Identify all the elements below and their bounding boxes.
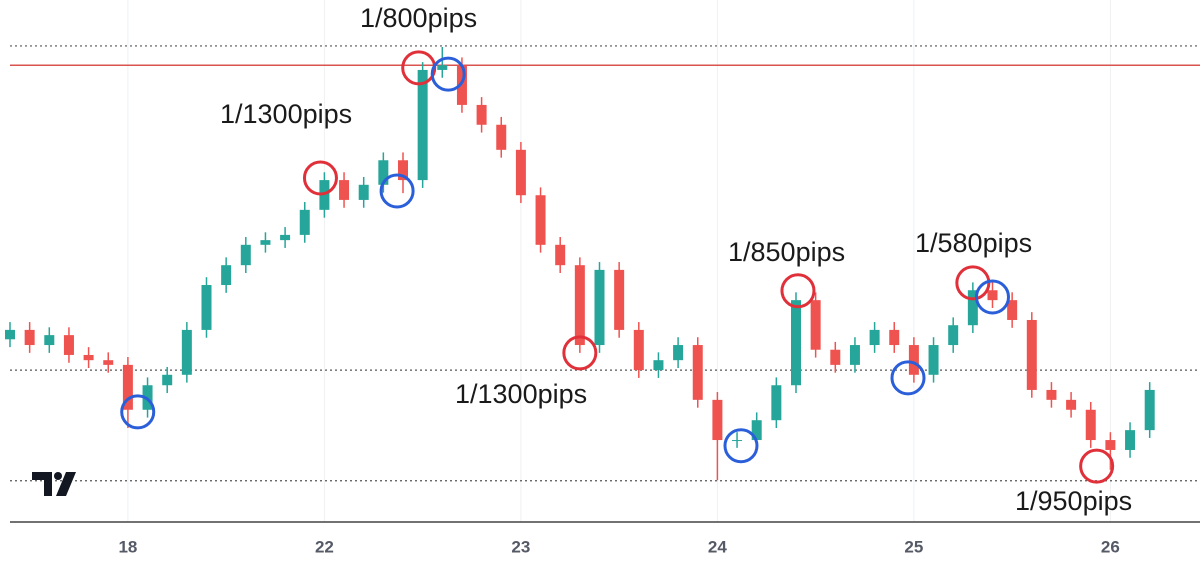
candle-body xyxy=(889,329,900,346)
candle-body xyxy=(1125,430,1136,450)
candle-body xyxy=(555,244,566,266)
candle-body xyxy=(24,329,35,346)
candle-body xyxy=(122,364,133,410)
logo-part xyxy=(32,472,52,496)
candle-body xyxy=(515,149,526,196)
x-ticks: 18 22 23 24 25 26 xyxy=(118,537,1119,556)
candle-body xyxy=(1046,389,1057,400)
candle-body xyxy=(928,345,939,375)
logo-part xyxy=(56,472,76,496)
annotation: 1/800pips xyxy=(360,3,477,33)
marker-circle xyxy=(890,360,926,396)
candle-body xyxy=(692,345,703,400)
x-tick-label: 24 xyxy=(708,537,727,556)
annotation: 1/580pips xyxy=(915,228,1032,258)
candle-body xyxy=(1085,409,1096,441)
marker-circle xyxy=(723,428,759,464)
candle-body xyxy=(260,240,271,245)
candle-body xyxy=(437,65,448,70)
markers xyxy=(120,50,1115,484)
candle-body xyxy=(732,440,743,442)
candle-body xyxy=(378,160,389,185)
candle-body xyxy=(1026,319,1037,390)
candle-body xyxy=(1007,300,1018,320)
x-tick-label: 26 xyxy=(1101,537,1120,556)
candle-body xyxy=(574,265,585,346)
candle-body xyxy=(201,285,212,330)
candle-body xyxy=(221,265,232,286)
marker-circle xyxy=(379,173,415,209)
candle-body xyxy=(849,345,860,365)
candle-body xyxy=(1105,440,1116,450)
candle-body xyxy=(280,234,291,241)
candle-body xyxy=(673,345,684,361)
candle-body xyxy=(712,399,723,441)
candle-body xyxy=(967,290,978,326)
candles xyxy=(5,46,1155,481)
candle-body xyxy=(790,300,801,386)
candle-body xyxy=(63,335,74,355)
candle-body xyxy=(594,269,605,346)
candle-body xyxy=(653,360,664,371)
annotation: 1/1300pips xyxy=(455,379,587,409)
candle-body xyxy=(476,104,487,125)
candle-body xyxy=(1144,389,1155,431)
candle-body xyxy=(456,65,467,105)
marker-circle xyxy=(430,56,466,92)
candle-body xyxy=(103,360,114,365)
x-tick-label: 23 xyxy=(511,537,530,556)
annotation: 1/950pips xyxy=(1015,486,1132,516)
candle-body xyxy=(240,244,251,266)
candle-body xyxy=(299,209,310,235)
candle-body xyxy=(751,420,762,441)
candle-body xyxy=(908,345,919,375)
marker-circle xyxy=(302,160,338,196)
candle-body xyxy=(181,329,192,375)
candle-body xyxy=(417,69,428,181)
candle-body xyxy=(614,269,625,330)
candle-body xyxy=(535,195,546,245)
logo-part xyxy=(54,472,62,480)
candle-body xyxy=(496,124,507,150)
candle-body xyxy=(5,329,15,340)
candle-body xyxy=(339,180,350,200)
candle-body xyxy=(987,290,998,301)
annotation: 1/1300pips xyxy=(220,99,352,129)
x-tick-label: 18 xyxy=(118,537,137,556)
candle-body xyxy=(1066,399,1077,410)
x-tick-label: 25 xyxy=(904,537,923,556)
candle-body xyxy=(397,160,408,181)
x-tick-label: 22 xyxy=(315,537,334,556)
level-lines xyxy=(10,45,1200,482)
candle-body xyxy=(869,329,880,346)
tradingview-logo xyxy=(32,472,76,496)
candle-body xyxy=(44,335,55,346)
marker-circle xyxy=(120,394,156,430)
candle-body xyxy=(162,374,173,386)
candle-body xyxy=(810,300,821,350)
candle-body xyxy=(771,385,782,421)
candle-body xyxy=(830,349,841,365)
candle-body xyxy=(83,354,94,361)
candle-body xyxy=(948,325,959,346)
marker-circle xyxy=(780,273,816,309)
annotation: 1/850pips xyxy=(728,237,845,267)
marker-circle xyxy=(562,335,598,371)
marker-circle xyxy=(974,279,1010,315)
candle-body xyxy=(633,329,644,371)
candle-body xyxy=(358,184,369,200)
marker-circle xyxy=(1079,448,1115,484)
annotations: 1/800pips 1/1300pips 1/1300pips 1/850pips 1/… xyxy=(220,3,1132,516)
